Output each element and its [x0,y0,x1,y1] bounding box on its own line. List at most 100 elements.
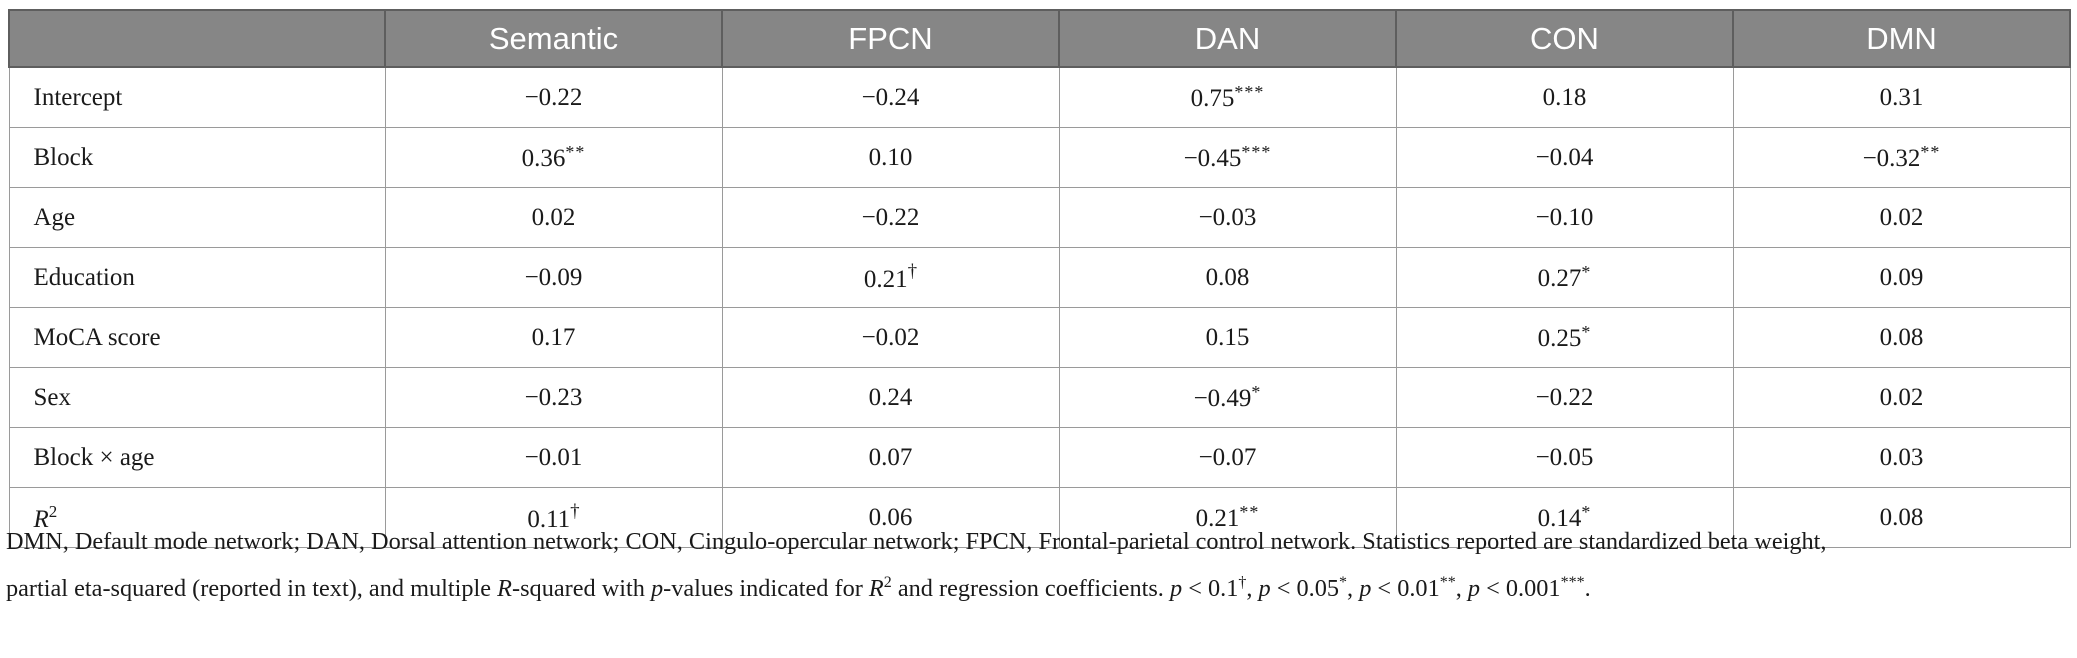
significance-mark: * [1581,502,1592,522]
table-cell: −0.04 [1395,127,1734,188]
cell-value: −0.23 [524,383,583,411]
cell-value: 0.21 [1195,505,1240,532]
significance-mark: *** [1234,82,1265,102]
table-cell: 0.07 [721,427,1060,488]
cell-value: −0.49 [1193,385,1252,412]
cell-value: −0.05 [1535,443,1594,471]
footnote-line-2: partial eta-squared (reported in text), … [6,565,2072,612]
row-label: Block × age [8,427,386,488]
header-semantic: Semantic [384,9,723,68]
cell-value: 0.75 [1190,85,1235,112]
table-cell: 0.08 [1732,307,2071,368]
significance-mark: * [1581,322,1592,342]
row-label: Intercept [8,66,386,128]
header-dan: DAN [1058,9,1397,68]
table-cell: 0.10 [721,127,1060,188]
threshold-mark: * [1339,574,1348,591]
cell-value: −0.07 [1198,443,1257,471]
cell-value: 0.06 [868,503,913,531]
cell-value: −0.22 [524,83,583,111]
significance-thresholds: p < 0.1†, p < 0.05*, p < 0.01**, p < 0.0… [1169,574,1591,603]
table-cell: −0.22 [384,66,723,128]
cell-value: 0.31 [1879,83,1924,111]
cell-value: 0.10 [868,143,913,171]
significance-mark: *** [1241,142,1272,162]
table-cell: −0.05 [1395,427,1734,488]
table-cell: 0.02 [1732,367,2071,428]
header-con: CON [1395,9,1734,68]
cell-value: 0.14 [1537,505,1582,532]
table-cell: −0.01 [384,427,723,488]
threshold-mark: ** [1439,574,1456,591]
significance-mark: * [1251,382,1262,402]
cell-value: −0.03 [1198,203,1257,231]
threshold-p: p [1359,575,1372,602]
cell-value: 0.08 [1879,503,1924,531]
cell-value: 0.27 [1537,265,1582,292]
cell-value: 0.02 [1879,203,1924,231]
footnote-r: R [497,575,512,602]
table-cell: 0.75*** [1058,66,1397,128]
cell-value: 0.17 [531,323,576,351]
table-cell: −0.07 [1058,427,1397,488]
cell-value: 0.08 [1879,323,1924,351]
header-fpcn: FPCN [721,9,1060,68]
table-cell: 0.31 [1732,66,2071,128]
cell-value: 0.36 [521,145,566,172]
header-row: Semantic FPCN DAN CON DMN [8,9,2071,68]
regression-table: Semantic FPCN DAN CON DMN Intercept −0.22… [8,9,2071,548]
table-cell: 0.18 [1395,66,1734,128]
table-cell: 0.25* [1395,307,1734,368]
table-cell: −0.09 [384,247,723,308]
cell-value: 0.18 [1542,83,1587,111]
cell-value: 0.24 [868,383,913,411]
header-dmn: DMN [1732,9,2071,68]
table-cell: 0.08 [1058,247,1397,308]
cell-value: −0.01 [524,443,583,471]
footnote-text: partial eta-squared (reported in text), … [6,575,498,602]
table-cell: 0.03 [1732,427,2071,488]
table-cell: 0.06 [721,487,1060,548]
table-row: Block × age −0.01 0.07 −0.07 −0.05 0.03 [8,427,2071,488]
cell-value: 0.08 [1205,263,1250,291]
footnote-text: -values indicated for [663,575,869,602]
table-cell: −0.24 [721,66,1060,128]
footnote-r2: R [868,575,884,602]
cell-value: −0.02 [861,323,920,351]
cell-value: 0.02 [531,203,576,231]
table-cell: 0.15 [1058,307,1397,368]
footnote-p: p [651,575,664,602]
threshold-p: p [1258,575,1271,602]
footnote-r2-sup: 2 [883,574,892,591]
significance-mark: ** [565,142,586,162]
threshold-p: p [1467,575,1481,602]
table-cell: −0.49* [1058,367,1397,428]
table-cell: −0.10 [1395,187,1734,248]
table-cell: 0.17 [384,307,723,368]
table-row: MoCA score 0.17 −0.02 0.15 0.25* 0.08 [8,307,2071,368]
table-cell: −0.32** [1732,127,2071,188]
cell-value: −0.32 [1862,145,1921,172]
row-label: Block [8,127,386,188]
significance-mark: † [570,501,580,522]
cell-value: −0.45 [1183,145,1242,172]
cell-value: −0.04 [1535,143,1594,171]
footnote-text: and regression coefficients. [891,575,1170,602]
cell-value: 0.09 [1879,263,1924,291]
table-cell: 0.02 [384,187,723,248]
threshold-mark: † [1238,574,1247,591]
table-cell: −0.03 [1058,187,1397,248]
cell-value: 0.03 [1879,443,1924,471]
threshold-p: p [1169,575,1183,602]
table-row: Education −0.09 0.21† 0.08 0.27* 0.09 [8,247,2071,308]
significance-mark: ** [1239,502,1260,522]
footnote-text: -squared with [512,575,651,602]
table-cell: −0.23 [384,367,723,428]
table-cell: −0.22 [721,187,1060,248]
table-cell: −0.45*** [1058,127,1397,188]
cell-value: −0.09 [524,263,583,291]
table-cell: 0.02 [1732,187,2071,248]
table-cell: −0.02 [721,307,1060,368]
cell-value: 0.21 [863,266,908,293]
cell-value: 0.02 [1879,383,1924,411]
